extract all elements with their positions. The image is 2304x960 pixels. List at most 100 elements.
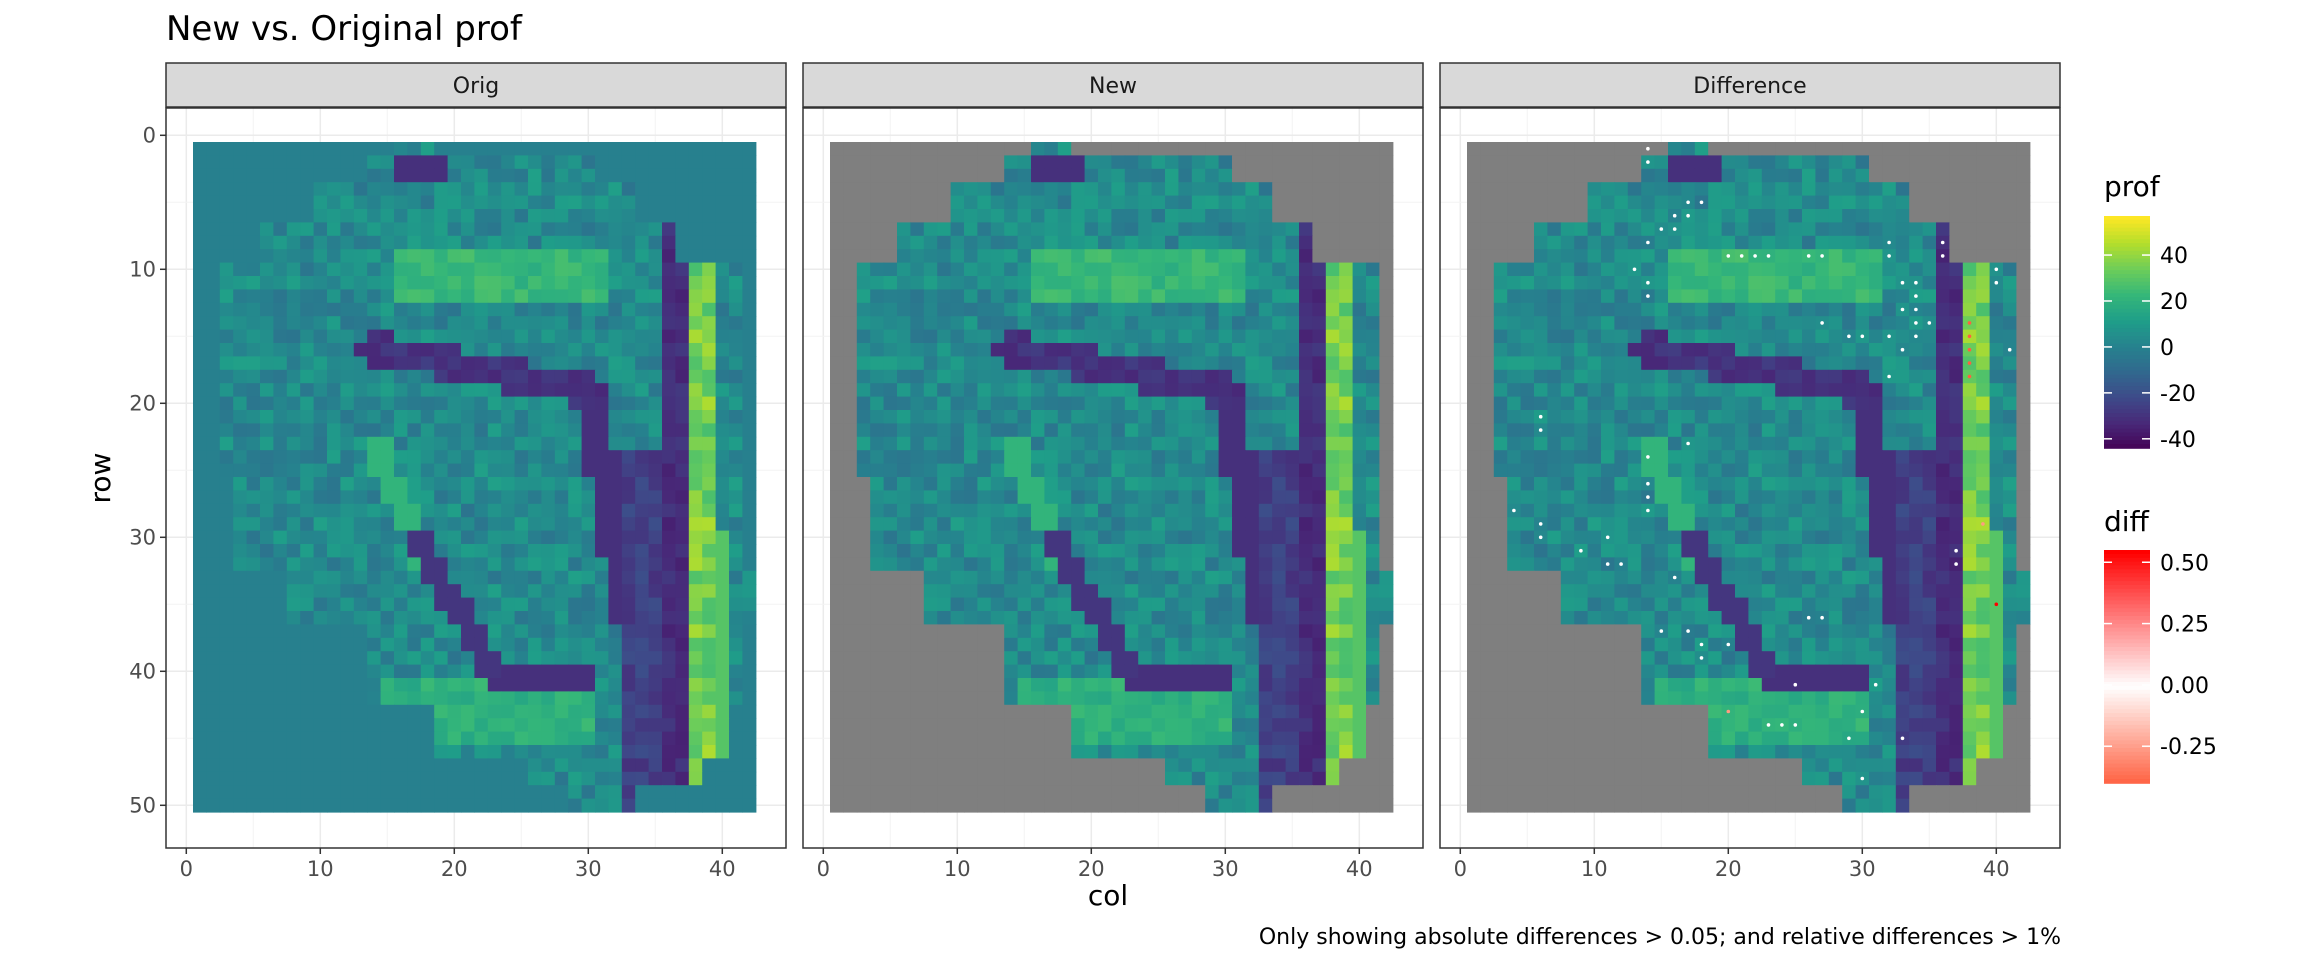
heatmap-tile bbox=[300, 316, 315, 331]
heatmap-tile bbox=[1936, 142, 1950, 156]
heatmap-tile bbox=[1205, 624, 1220, 639]
heatmap-tile bbox=[1178, 410, 1193, 424]
heatmap-tile bbox=[1285, 597, 1300, 612]
heatmap-tile bbox=[1205, 289, 1220, 304]
heatmap-tile bbox=[856, 142, 871, 156]
heatmap-tile bbox=[461, 383, 475, 398]
heatmap-tile bbox=[1989, 289, 2004, 304]
heatmap-tile bbox=[830, 302, 844, 317]
heatmap-tile bbox=[1922, 249, 1937, 264]
heatmap-tile bbox=[843, 758, 858, 773]
heatmap-tile bbox=[1178, 436, 1193, 451]
heatmap-tile bbox=[286, 584, 301, 599]
heatmap-tile bbox=[367, 168, 382, 183]
heatmap-tile bbox=[688, 369, 703, 384]
heatmap-tile bbox=[1165, 383, 1179, 398]
heatmap-tile bbox=[1111, 745, 1126, 759]
heatmap-tile bbox=[662, 798, 676, 813]
heatmap-tile bbox=[1855, 249, 1870, 264]
heatmap-tile bbox=[1312, 329, 1327, 344]
heatmap-tile bbox=[420, 289, 435, 304]
heatmap-tile bbox=[897, 316, 911, 331]
heatmap-tile bbox=[1366, 222, 1380, 237]
heatmap-tile bbox=[1178, 503, 1193, 518]
heatmap-tile bbox=[286, 490, 301, 505]
heatmap-tile bbox=[554, 530, 569, 545]
heatmap-tile bbox=[1285, 316, 1300, 331]
heatmap-tile bbox=[219, 209, 234, 223]
heatmap-tile bbox=[313, 584, 328, 599]
heatmap-tile bbox=[883, 329, 898, 344]
heatmap-tile bbox=[1098, 584, 1112, 599]
heatmap-tile bbox=[487, 597, 502, 612]
heatmap-tile bbox=[447, 235, 462, 250]
heatmap-tile bbox=[990, 758, 1005, 773]
heatmap-tile bbox=[715, 262, 730, 277]
heatmap-tile bbox=[380, 490, 395, 505]
heatmap-tile bbox=[340, 235, 355, 250]
heatmap-tile bbox=[1232, 155, 1246, 170]
heatmap-tile bbox=[461, 557, 475, 572]
heatmap-tile bbox=[1922, 222, 1937, 237]
heatmap-tile bbox=[648, 745, 663, 759]
heatmap-tile bbox=[420, 155, 435, 170]
heatmap-tile bbox=[1031, 450, 1045, 465]
heatmap-tile bbox=[353, 182, 368, 197]
heatmap-tile bbox=[568, 235, 583, 250]
heatmap-tile bbox=[1111, 544, 1126, 558]
heatmap-tile bbox=[1218, 436, 1233, 451]
heatmap-tile bbox=[1044, 691, 1059, 706]
heatmap-tile bbox=[434, 249, 449, 264]
heatmap-tile bbox=[1031, 343, 1045, 357]
heatmap-tile bbox=[1325, 637, 1340, 652]
heatmap-tile bbox=[300, 182, 315, 197]
heatmap-tile bbox=[595, 771, 609, 786]
heatmap-tile bbox=[595, 195, 609, 210]
heatmap-tile bbox=[1869, 316, 1883, 331]
heatmap-tile bbox=[964, 798, 978, 813]
heatmap-tile bbox=[1962, 182, 1977, 197]
heatmap-tile bbox=[367, 597, 382, 612]
heatmap-tile bbox=[447, 611, 462, 625]
heatmap-tile bbox=[1869, 249, 1883, 264]
heatmap-tile bbox=[1842, 168, 1857, 183]
heatmap-tile bbox=[1098, 235, 1112, 250]
heatmap-tile bbox=[1258, 611, 1273, 625]
heatmap-tile bbox=[1534, 249, 1548, 264]
heatmap-tile bbox=[1842, 222, 1857, 237]
heatmap-tile bbox=[1205, 343, 1220, 357]
heatmap-tile bbox=[662, 758, 676, 773]
heatmap-tile bbox=[407, 530, 422, 545]
heatmap-tile bbox=[910, 155, 925, 170]
heatmap-tile bbox=[990, 530, 1005, 545]
heatmap-tile bbox=[581, 611, 596, 625]
heatmap-tile bbox=[1775, 329, 1790, 344]
heatmap-tile bbox=[528, 249, 542, 264]
heatmap-tile bbox=[595, 477, 609, 491]
heatmap-tile bbox=[313, 182, 328, 197]
heatmap-tile bbox=[1178, 329, 1193, 344]
heatmap-tile bbox=[581, 423, 596, 438]
heatmap-tile bbox=[581, 155, 596, 170]
heatmap-tile bbox=[581, 731, 596, 746]
heatmap-tile bbox=[1138, 798, 1153, 813]
heatmap-tile bbox=[688, 678, 703, 692]
heatmap-tile bbox=[327, 597, 341, 612]
heatmap-tile bbox=[1339, 678, 1354, 692]
heatmap-tile bbox=[260, 664, 274, 679]
heatmap-tile bbox=[260, 356, 274, 371]
heatmap-tile bbox=[856, 182, 871, 197]
heatmap-tile bbox=[1272, 289, 1287, 304]
heatmap-tile bbox=[1895, 182, 1910, 197]
heatmap-tile bbox=[367, 490, 382, 505]
heatmap-tile bbox=[447, 329, 462, 344]
heatmap-tile bbox=[662, 771, 676, 786]
heatmap-tile bbox=[1366, 544, 1380, 558]
heatmap-tile bbox=[568, 195, 583, 210]
heatmap-tile bbox=[367, 651, 382, 666]
heatmap-tile bbox=[1299, 637, 1313, 652]
heatmap-tile bbox=[1057, 597, 1072, 612]
heatmap-tile bbox=[702, 624, 717, 639]
heatmap-tile bbox=[883, 436, 898, 451]
heatmap-tile bbox=[1071, 758, 1086, 773]
